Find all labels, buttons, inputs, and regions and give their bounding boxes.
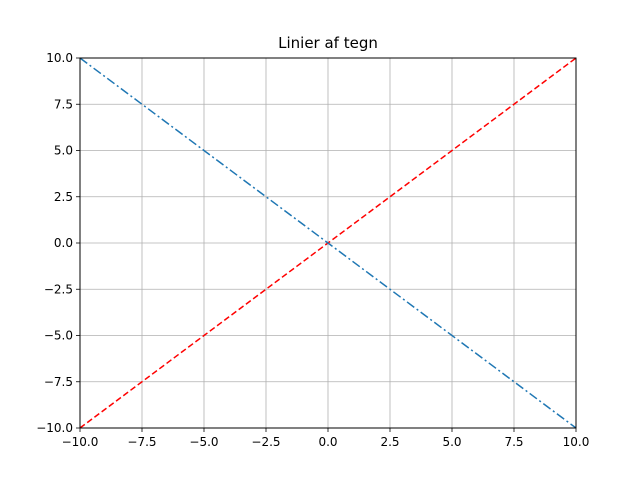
x-tick-label: 2.5 xyxy=(380,435,399,449)
y-tick-label: 7.5 xyxy=(54,97,73,111)
x-tick-label: 0.0 xyxy=(318,435,337,449)
y-tick-label: −10.0 xyxy=(36,421,73,435)
x-tick-label: 7.5 xyxy=(504,435,523,449)
x-tick-label: 5.0 xyxy=(442,435,461,449)
y-tick-label: −7.5 xyxy=(44,375,73,389)
y-tick-label: −5.0 xyxy=(44,329,73,343)
x-tick-label: −10.0 xyxy=(62,435,99,449)
axis-ticks: −10.0 −7.5 −5.0 −2.5 0.0 2.5 5.0 7.5 10.0 −10.0 −7… xyxy=(36,51,589,449)
chart-title: Linier af tegn xyxy=(278,34,378,52)
y-tick-label: −2.5 xyxy=(44,282,73,296)
series-line-2 xyxy=(79,57,577,429)
x-tick-label: 10.0 xyxy=(563,435,590,449)
y-tick-label: 0.0 xyxy=(54,236,73,250)
x-tick-label: −2.5 xyxy=(251,435,280,449)
y-tick-label: 10.0 xyxy=(46,51,73,65)
plot-lines xyxy=(79,57,577,429)
x-tick-label: −7.5 xyxy=(127,435,156,449)
y-tick-label: 5.0 xyxy=(54,144,73,158)
x-tick-label: −5.0 xyxy=(189,435,218,449)
y-tick-label: 2.5 xyxy=(54,190,73,204)
